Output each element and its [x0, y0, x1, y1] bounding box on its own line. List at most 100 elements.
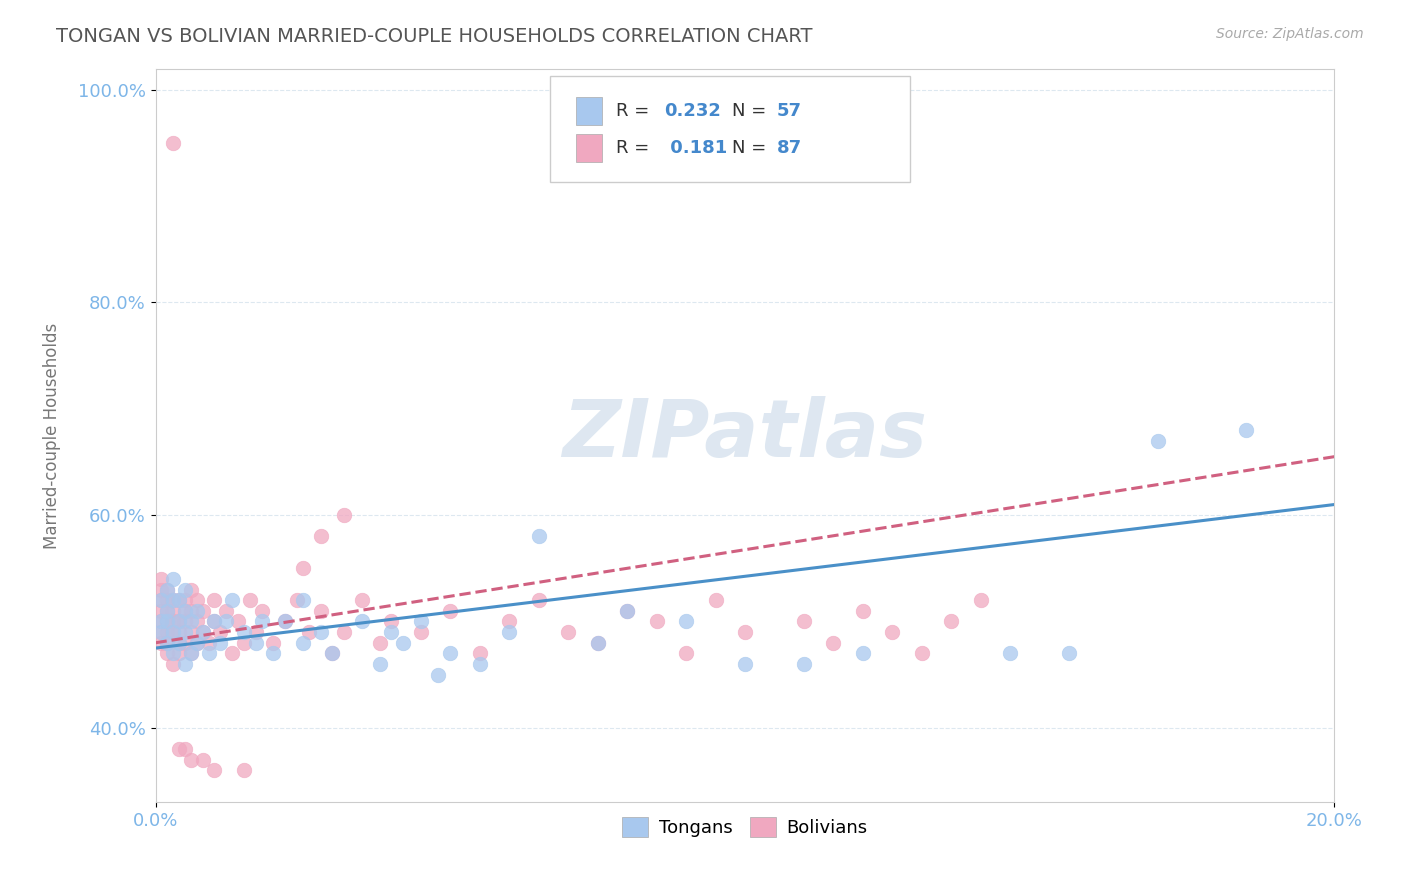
Point	[439, 647, 461, 661]
Point	[162, 615, 184, 629]
Point	[167, 636, 190, 650]
Point	[150, 615, 173, 629]
Text: N =: N =	[733, 139, 772, 157]
Point	[498, 615, 520, 629]
Y-axis label: Married-couple Households: Married-couple Households	[44, 322, 60, 549]
Point	[180, 615, 202, 629]
Point	[221, 593, 243, 607]
Point	[970, 593, 993, 607]
Point	[162, 657, 184, 671]
Point	[209, 636, 232, 650]
Point	[174, 625, 197, 640]
Point	[409, 625, 432, 640]
Point	[174, 615, 197, 629]
Point	[392, 636, 415, 650]
Point	[291, 561, 314, 575]
Point	[167, 625, 190, 640]
Point	[162, 625, 184, 640]
Point	[882, 625, 904, 640]
Point	[191, 604, 214, 618]
Point	[527, 593, 550, 607]
Point	[274, 615, 297, 629]
Point	[167, 593, 190, 607]
Point	[191, 753, 214, 767]
Point	[734, 657, 756, 671]
Point	[262, 647, 284, 661]
Point	[156, 636, 179, 650]
Point	[197, 636, 219, 650]
Point	[298, 625, 321, 640]
Point	[167, 742, 190, 756]
Point	[167, 647, 190, 661]
Point	[150, 604, 173, 618]
Point	[167, 636, 190, 650]
Point	[204, 764, 226, 778]
Point	[309, 625, 332, 640]
Point	[180, 647, 202, 661]
Point	[186, 604, 208, 618]
Point	[941, 615, 963, 629]
Point	[557, 625, 579, 640]
Point	[180, 647, 202, 661]
Point	[180, 753, 202, 767]
Point	[186, 636, 208, 650]
Point	[245, 625, 267, 640]
Point	[162, 604, 184, 618]
Point	[232, 625, 254, 640]
Point	[468, 647, 491, 661]
Point	[204, 615, 226, 629]
Point	[150, 636, 173, 650]
Point	[162, 625, 184, 640]
FancyBboxPatch shape	[576, 134, 602, 161]
Point	[204, 615, 226, 629]
Point	[174, 604, 197, 618]
Point	[186, 615, 208, 629]
Point	[616, 604, 638, 618]
Point	[156, 615, 179, 629]
Point	[333, 508, 356, 523]
Point	[156, 647, 179, 661]
Point	[150, 593, 173, 607]
Point	[823, 636, 845, 650]
Point	[350, 593, 373, 607]
Point	[232, 636, 254, 650]
Point	[527, 529, 550, 543]
Point	[1234, 423, 1257, 437]
Point	[1000, 647, 1022, 661]
Point	[852, 647, 875, 661]
Point	[232, 764, 254, 778]
Point	[162, 572, 184, 586]
Point	[274, 615, 297, 629]
Point	[250, 604, 273, 618]
Point	[162, 647, 184, 661]
Point	[156, 582, 179, 597]
Text: R =: R =	[616, 102, 655, 120]
Point	[852, 604, 875, 618]
Point	[174, 604, 197, 618]
Point	[191, 625, 214, 640]
Point	[174, 636, 197, 650]
Point	[167, 615, 190, 629]
Text: ZIPatlas: ZIPatlas	[562, 396, 928, 475]
Point	[380, 625, 402, 640]
Text: TONGAN VS BOLIVIAN MARRIED-COUPLE HOUSEHOLDS CORRELATION CHART: TONGAN VS BOLIVIAN MARRIED-COUPLE HOUSEH…	[56, 27, 813, 45]
Point	[186, 636, 208, 650]
Point	[162, 593, 184, 607]
Point	[150, 615, 173, 629]
Point	[321, 647, 343, 661]
Point	[291, 636, 314, 650]
Point	[186, 593, 208, 607]
Point	[150, 625, 173, 640]
Point	[911, 647, 934, 661]
Text: 87: 87	[776, 139, 801, 157]
Text: R =: R =	[616, 139, 655, 157]
Point	[156, 593, 179, 607]
FancyBboxPatch shape	[576, 97, 602, 125]
Point	[321, 647, 343, 661]
Point	[150, 572, 173, 586]
Point	[156, 636, 179, 650]
Point	[180, 604, 202, 618]
Point	[180, 582, 202, 597]
Point	[675, 647, 697, 661]
Point	[204, 593, 226, 607]
